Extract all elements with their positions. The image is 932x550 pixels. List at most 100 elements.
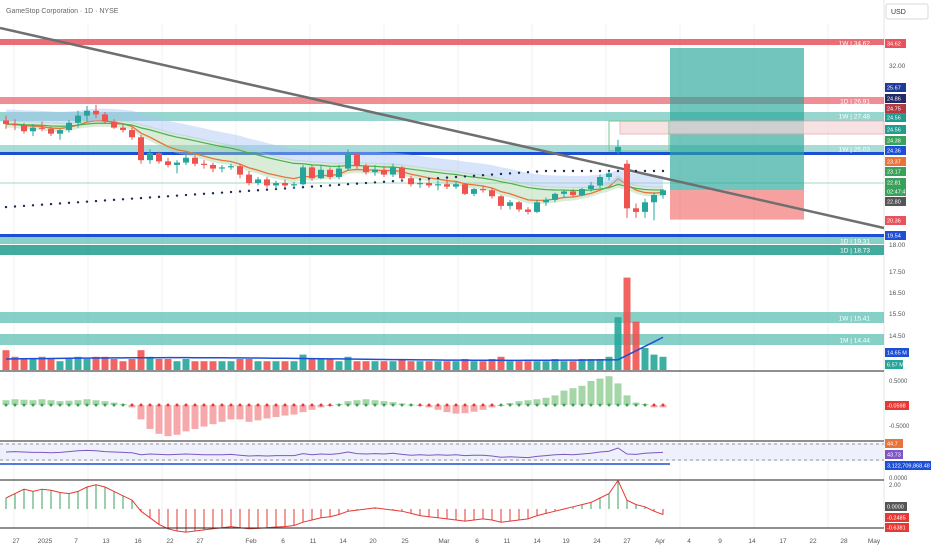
bollinger-band	[6, 108, 663, 189]
zone-label: 1W | 25.03	[839, 147, 871, 154]
price-badge	[885, 167, 906, 176]
histogram-bar	[254, 405, 262, 421]
histogram-bar	[470, 405, 478, 412]
volume-bar	[245, 359, 253, 370]
psar-dot	[481, 174, 485, 177]
histogram-bar	[605, 376, 613, 405]
candle-body	[399, 167, 405, 179]
candle-body	[30, 127, 36, 132]
volume-bar	[92, 356, 100, 370]
psar-dot	[193, 193, 197, 196]
volume-bar	[290, 361, 298, 370]
price-badge-text: 23.17	[887, 170, 901, 176]
zero-cross-dot	[310, 403, 314, 407]
candle-body	[390, 167, 396, 175]
psar-dot	[589, 169, 593, 173]
trend-line[interactable]	[0, 26, 885, 230]
zero-cross-dot	[274, 403, 278, 407]
currency-button[interactable]	[885, 3, 929, 20]
candle-body	[417, 183, 423, 185]
histogram-bar	[461, 405, 469, 414]
zero-cross-dot	[427, 403, 431, 407]
psar-dot	[328, 184, 332, 187]
volume-bar	[299, 354, 307, 370]
price-badge-text: 20.36	[887, 219, 901, 225]
psar-dot	[373, 181, 377, 184]
symbol-title: GameStop Corporation · 1D · NYSE	[6, 8, 119, 15]
price-badge	[885, 216, 906, 225]
psar-dot	[535, 170, 539, 173]
volume-bar	[83, 359, 91, 370]
price-badge-text: 19.54	[887, 234, 901, 240]
time-axis-label: 17	[779, 538, 787, 545]
volume-bar	[416, 361, 424, 370]
histogram-bar	[182, 405, 190, 432]
volume-bar	[479, 361, 487, 370]
volume-bar	[560, 361, 568, 370]
descending-trendline	[0, 26, 885, 230]
pane-badge-text: 14.65 M	[887, 351, 907, 357]
candle-body	[273, 183, 279, 186]
time-axis-label: 11	[310, 538, 317, 545]
zero-cross-dot	[85, 403, 89, 407]
zero-cross-dot	[544, 403, 548, 407]
pane-badge-text: 0.0000	[887, 505, 904, 511]
psar-dot	[94, 199, 98, 203]
range-box	[619, 120, 885, 135]
volume-bar	[614, 317, 622, 370]
volume-bar	[101, 356, 109, 370]
ema-cloud	[6, 116, 663, 204]
price-badge-text: 24.86	[887, 97, 901, 103]
time-axis-label: 19	[562, 538, 570, 545]
time-axis-label: 14	[339, 538, 347, 545]
volume-bar	[227, 361, 235, 370]
zero-cross-dot	[481, 403, 485, 407]
candlestick-series[interactable]	[3, 104, 666, 221]
psar-dot	[202, 192, 206, 196]
candle-body	[147, 152, 153, 161]
psar-dot	[103, 199, 107, 202]
zero-cross-dot	[337, 403, 341, 407]
zero-cross-dot	[499, 403, 503, 407]
pane-badge-text: 43.73	[887, 453, 901, 459]
time-axis-label: 22	[166, 538, 174, 545]
histogram-bar	[515, 401, 523, 405]
psar-dot	[391, 180, 395, 183]
time-axis-label: 4	[687, 538, 691, 545]
zero-cross-dot	[40, 403, 44, 407]
candle-body	[12, 124, 18, 126]
candle-body	[516, 202, 522, 210]
sr-zone	[0, 312, 884, 323]
volume-bar	[317, 359, 325, 370]
histogram-bar	[299, 405, 307, 413]
histogram-bar	[236, 405, 244, 420]
zero-cross-dot	[517, 403, 521, 407]
psar-dot	[598, 169, 602, 173]
volume-bar	[326, 359, 334, 370]
psar-dot	[283, 187, 287, 190]
psar-dot	[157, 195, 161, 199]
psar-dot	[166, 195, 170, 198]
currency-label: USD	[891, 9, 906, 16]
dotted-indicator	[4, 169, 665, 209]
histogram-bar	[263, 405, 271, 419]
candle-body	[66, 122, 72, 131]
zero-cross-dot	[238, 403, 242, 407]
histogram-bar	[443, 405, 451, 413]
price-badge	[885, 178, 906, 187]
zero-cross-dot	[526, 403, 530, 407]
volume-bar	[389, 361, 397, 370]
pane-badge-text: 3,122,709,868.48	[887, 464, 930, 470]
candle-body	[624, 163, 630, 209]
time-axis-label: 9	[718, 538, 722, 545]
psar-dot	[112, 198, 116, 202]
volume-bar	[641, 348, 649, 370]
volume-bar	[650, 354, 658, 370]
time-axis-label: 2025	[38, 538, 53, 545]
histogram-bar	[29, 400, 37, 405]
volume-bar	[596, 359, 604, 370]
zero-cross-dot	[94, 403, 98, 407]
psar-dot	[580, 169, 584, 173]
histogram-bar	[587, 381, 595, 405]
